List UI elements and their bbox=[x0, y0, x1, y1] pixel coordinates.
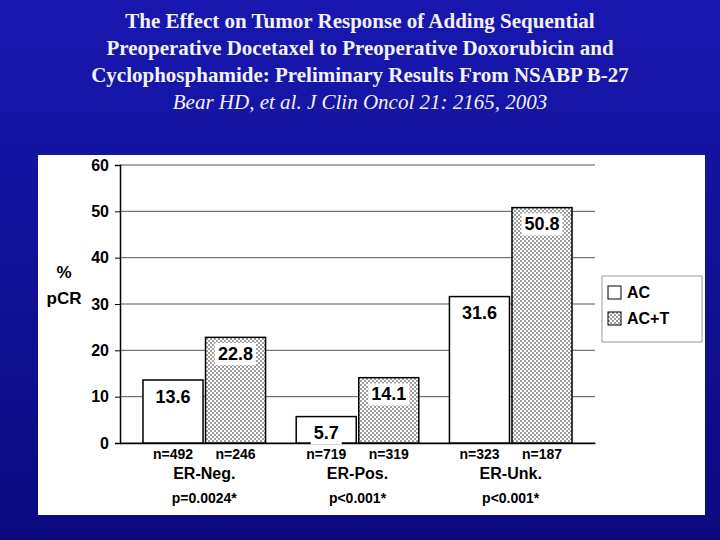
y-tick: 60 bbox=[91, 157, 120, 174]
legend: AC AC+T bbox=[602, 276, 702, 342]
y-axis-title-line: % bbox=[56, 263, 71, 282]
background bbox=[0, 0, 720, 540]
bar bbox=[512, 208, 572, 443]
bar bbox=[206, 337, 266, 443]
data-label: 13.6 bbox=[155, 387, 190, 407]
n-label: n=323 bbox=[459, 446, 499, 462]
x-tick-label: ER-Neg. bbox=[173, 465, 235, 482]
y-axis-title: % pCR bbox=[47, 263, 82, 308]
data-label-box bbox=[459, 302, 500, 324]
x-tick-label: ER-Unk. bbox=[480, 465, 542, 482]
n-label: n=246 bbox=[215, 446, 255, 462]
y-tick: 40 bbox=[91, 249, 120, 266]
y-tick-label: 0 bbox=[100, 435, 109, 452]
legend-box bbox=[602, 276, 702, 342]
bar bbox=[449, 297, 509, 443]
legend-label: AC+T bbox=[627, 310, 669, 327]
y-axis: 0 10 20 30 40 50 60 bbox=[91, 157, 120, 452]
p-value: p<0.001* bbox=[329, 490, 387, 506]
n-label: n=492 bbox=[153, 446, 193, 462]
n-label: n=187 bbox=[522, 446, 562, 462]
y-tick-mark bbox=[115, 397, 120, 398]
bar bbox=[359, 378, 419, 443]
y-tick-mark bbox=[115, 304, 120, 305]
y-tick: 20 bbox=[91, 342, 120, 359]
y-tick-mark bbox=[115, 443, 120, 444]
title-line: Preoperative Docetaxel to Preoperative D… bbox=[106, 36, 614, 60]
data-label-box bbox=[152, 386, 193, 408]
data-label-box bbox=[215, 343, 256, 365]
data-label: 31.6 bbox=[462, 303, 497, 323]
data-label-group: 13.6 bbox=[152, 386, 193, 408]
data-label: 50.8 bbox=[524, 214, 559, 234]
data-label-group: 50.8 bbox=[521, 213, 562, 235]
n-labels: n=492 n=719 n=323 n=246 n=319 n=187 bbox=[153, 446, 562, 462]
y-tick: 10 bbox=[91, 388, 120, 405]
y-tick-mark bbox=[115, 258, 120, 259]
y-tick-label: 10 bbox=[91, 388, 109, 405]
data-label-group: 31.6 bbox=[459, 302, 500, 324]
y-axis-line bbox=[115, 166, 121, 444]
title-line: The Effect on Tumor Response of Adding S… bbox=[125, 9, 594, 33]
data-label-box bbox=[368, 383, 409, 405]
data-label: 22.8 bbox=[218, 344, 253, 364]
data-label-group: 5.7 bbox=[311, 422, 342, 444]
y-tick-mark bbox=[115, 350, 120, 351]
y-tick-mark bbox=[115, 165, 120, 166]
y-tick: 0 bbox=[100, 435, 120, 452]
data-label: 5.7 bbox=[314, 423, 339, 443]
grid-line bbox=[120, 165, 595, 166]
subtitle: Bear HD, et al. J Clin Oncol 21: 2165, 2… bbox=[173, 90, 547, 114]
n-label: n=719 bbox=[306, 446, 346, 462]
n-label: n=319 bbox=[369, 446, 409, 462]
data-labels: 13.6 5.7 31.6 22.8 14.1 50.8 bbox=[152, 213, 562, 444]
data-label-group: 22.8 bbox=[215, 343, 256, 365]
x-axis: ER-Neg. ER-Pos. ER-Unk. bbox=[121, 443, 596, 482]
x-tick-label: ER-Pos. bbox=[327, 465, 388, 482]
chart-panel bbox=[38, 155, 705, 515]
y-tick: 50 bbox=[91, 203, 120, 220]
y-axis-title-line: pCR bbox=[47, 289, 82, 308]
p-value: p=0.0024* bbox=[172, 490, 238, 506]
legend-swatch bbox=[608, 286, 621, 299]
y-tick-label: 40 bbox=[91, 249, 109, 266]
y-tick-label: 30 bbox=[91, 296, 109, 313]
data-label-box bbox=[311, 422, 342, 444]
data-label: 14.1 bbox=[371, 384, 406, 404]
p-values: p=0.0024* p<0.001* p<0.001* bbox=[172, 490, 540, 506]
bars bbox=[143, 208, 572, 443]
legend-label: AC bbox=[627, 284, 651, 301]
bar bbox=[296, 417, 356, 443]
y-tick-label: 60 bbox=[91, 157, 109, 174]
grid bbox=[120, 165, 595, 443]
y-tick-mark bbox=[115, 211, 120, 212]
title-line: Cyclophosphamide: Preliminary Results Fr… bbox=[91, 63, 629, 87]
y-tick-label: 20 bbox=[91, 342, 109, 359]
p-value: p<0.001* bbox=[482, 490, 540, 506]
title: The Effect on Tumor Response of Adding S… bbox=[91, 9, 629, 87]
bar bbox=[143, 380, 203, 443]
data-label-group: 14.1 bbox=[368, 383, 409, 405]
y-tick-label: 50 bbox=[91, 203, 109, 220]
slide: The Effect on Tumor Response of Adding S… bbox=[0, 0, 720, 540]
legend-swatch bbox=[608, 312, 621, 325]
data-label-box bbox=[521, 213, 562, 235]
y-tick: 30 bbox=[91, 296, 120, 313]
